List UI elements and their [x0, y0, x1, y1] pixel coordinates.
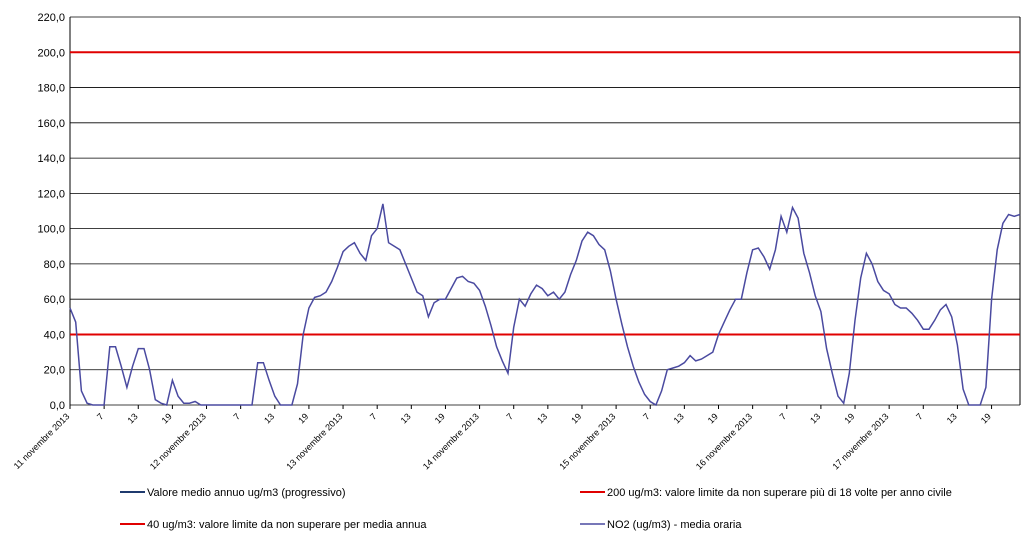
x-tick-label: 7	[368, 411, 379, 422]
y-tick-label: 100,0	[37, 224, 65, 236]
y-tick-label: 20,0	[44, 365, 65, 377]
legend-label: 200 ug/m3: valore limite da non superare…	[607, 487, 952, 499]
x-tick-label: 7	[641, 411, 652, 422]
y-tick-label: 60,0	[44, 294, 65, 306]
y-tick-label: 80,0	[44, 259, 65, 271]
x-tick-label: 7	[505, 411, 516, 422]
y-tick-label: 140,0	[37, 153, 65, 165]
y-tick-label: 0,0	[50, 400, 65, 412]
y-tick-label: 160,0	[37, 118, 65, 130]
y-tick-label: 120,0	[37, 188, 65, 200]
x-tick-label: 7	[914, 411, 925, 422]
legend-label: NO2 (ug/m3) - media oraria	[607, 519, 742, 531]
series-line	[69, 203, 1021, 407]
y-tick-label: 220,0	[37, 12, 65, 24]
y-tick-label: 200,0	[37, 47, 65, 59]
legend-label: Valore medio annuo ug/m3 (progressivo)	[147, 487, 346, 499]
x-tick-label: 7	[95, 411, 106, 422]
legend-label: 40 ug/m3: valore limite da non superare …	[147, 519, 427, 531]
x-tick-label: 7	[231, 411, 242, 422]
y-tick-label: 180,0	[37, 83, 65, 95]
y-tick-label: 40,0	[44, 329, 65, 341]
x-tick-label: 7	[778, 411, 789, 422]
